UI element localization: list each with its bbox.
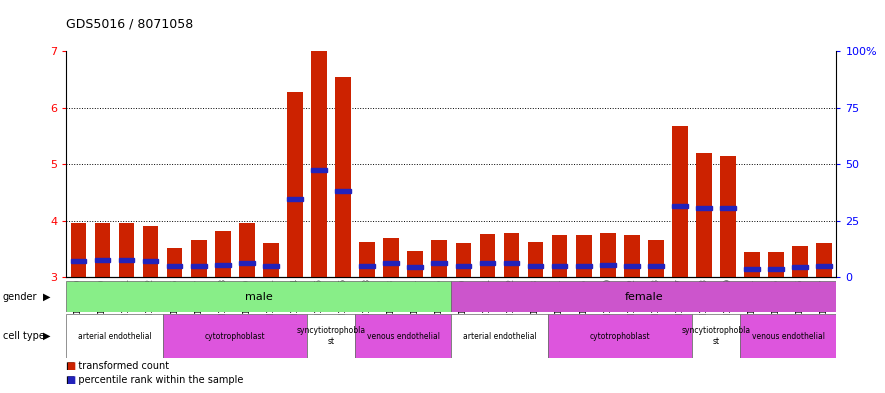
Bar — [744, 252, 760, 277]
Bar — [696, 153, 712, 277]
Bar — [95, 223, 111, 277]
Bar — [768, 266, 784, 270]
Bar — [407, 265, 423, 269]
Text: cytotrophoblast: cytotrophoblast — [204, 332, 266, 340]
Bar — [287, 92, 303, 277]
Bar — [142, 226, 158, 277]
Bar — [600, 263, 616, 266]
Text: cytotrophoblast: cytotrophoblast — [589, 332, 650, 340]
Bar — [383, 237, 399, 277]
Bar — [359, 242, 375, 277]
Bar — [307, 314, 355, 358]
Text: ▶: ▶ — [42, 331, 50, 341]
Bar — [163, 314, 307, 358]
Text: syncytiotrophobla
st: syncytiotrophobla st — [296, 326, 366, 346]
Bar — [720, 156, 735, 277]
Bar — [624, 235, 640, 277]
Bar — [263, 264, 279, 268]
Bar — [576, 235, 591, 277]
Text: GDS5016 / 8071058: GDS5016 / 8071058 — [66, 18, 194, 31]
Bar — [335, 77, 350, 277]
Bar — [648, 241, 664, 277]
Bar — [740, 314, 836, 358]
Bar — [167, 264, 182, 268]
Text: male: male — [245, 292, 273, 302]
Bar — [239, 223, 255, 277]
Bar — [66, 281, 451, 312]
Text: cell type: cell type — [3, 331, 44, 341]
Bar — [552, 235, 567, 277]
Bar — [432, 261, 447, 265]
Bar — [576, 264, 591, 268]
Bar — [355, 314, 451, 358]
Bar — [263, 243, 279, 277]
Text: ■ transformed count: ■ transformed count — [66, 362, 170, 371]
Bar — [71, 223, 86, 277]
Bar — [119, 223, 135, 277]
Bar — [167, 248, 182, 277]
Bar — [672, 204, 688, 208]
Text: ■: ■ — [66, 375, 75, 385]
Bar — [696, 206, 712, 210]
Bar — [359, 264, 375, 268]
Bar — [480, 261, 496, 265]
Bar — [215, 263, 231, 266]
Bar — [239, 261, 255, 265]
Bar — [720, 206, 735, 210]
Text: gender: gender — [3, 292, 37, 302]
Bar — [527, 242, 543, 277]
Bar — [480, 234, 496, 277]
Text: arterial endothelial: arterial endothelial — [463, 332, 536, 340]
Bar — [95, 258, 111, 262]
Bar — [600, 233, 616, 277]
Bar — [407, 251, 423, 277]
Bar — [504, 261, 519, 265]
Text: venous endothelial: venous endothelial — [751, 332, 825, 340]
Bar — [451, 281, 836, 312]
Bar — [432, 241, 447, 277]
Bar — [456, 243, 471, 277]
Bar — [792, 265, 808, 269]
Bar — [71, 259, 86, 263]
Text: syncytiotrophobla
st: syncytiotrophobla st — [681, 326, 750, 346]
Bar — [142, 259, 158, 263]
Text: ▶: ▶ — [42, 292, 50, 302]
Bar — [119, 258, 135, 262]
Bar — [624, 264, 640, 268]
Text: arterial endothelial: arterial endothelial — [78, 332, 151, 340]
Bar — [552, 264, 567, 268]
Bar — [817, 264, 832, 268]
Bar — [648, 264, 664, 268]
Text: ■: ■ — [66, 362, 75, 371]
Bar — [215, 231, 231, 277]
Bar — [744, 266, 760, 270]
Text: female: female — [625, 292, 663, 302]
Text: venous endothelial: venous endothelial — [366, 332, 440, 340]
Bar — [451, 314, 548, 358]
Bar — [548, 314, 692, 358]
Text: ■ percentile rank within the sample: ■ percentile rank within the sample — [66, 375, 243, 385]
Bar — [66, 314, 163, 358]
Bar — [456, 264, 471, 268]
Bar — [287, 197, 303, 201]
Bar — [792, 246, 808, 277]
Bar — [692, 314, 740, 358]
Bar — [335, 189, 350, 193]
Bar — [312, 51, 327, 277]
Bar — [191, 264, 206, 268]
Bar — [191, 241, 206, 277]
Bar — [383, 261, 399, 265]
Bar — [527, 264, 543, 268]
Bar — [672, 126, 688, 277]
Bar — [817, 243, 832, 277]
Bar — [768, 252, 784, 277]
Bar — [312, 168, 327, 172]
Bar — [504, 233, 519, 277]
